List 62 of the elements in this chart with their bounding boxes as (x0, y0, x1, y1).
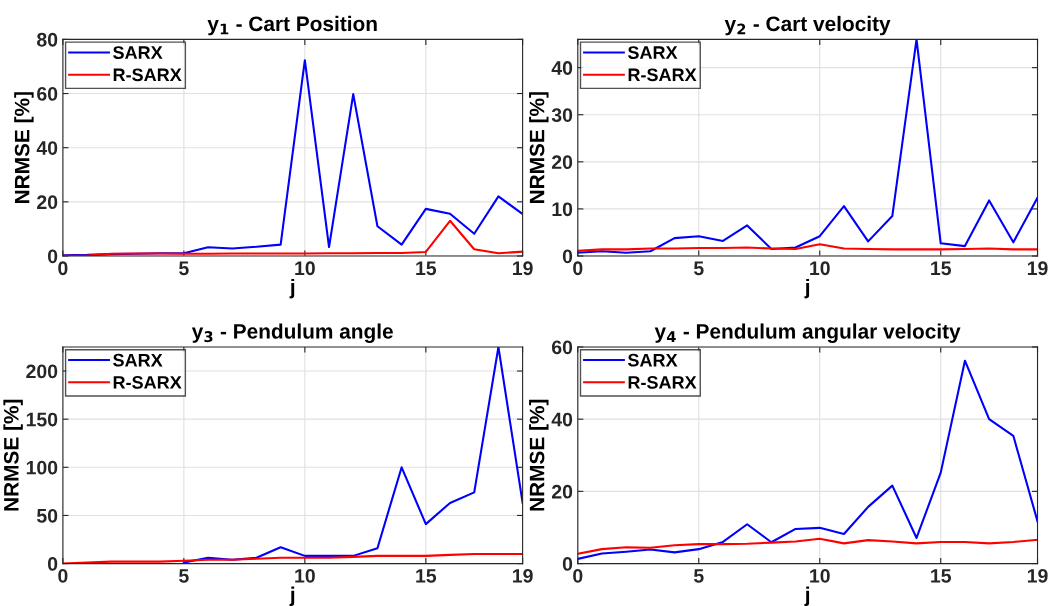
x-tick-label: 15 (416, 261, 437, 276)
x-tick-label: 0 (58, 261, 68, 276)
y-axis-title: NRMSE [%] (3, 399, 23, 511)
x-tick-label: 0 (573, 568, 583, 583)
x-axis-title: j (289, 278, 295, 299)
x-tick-label: 10 (295, 568, 315, 583)
legend-label: R-SARX (113, 68, 182, 82)
y-tick-label: 20 (37, 195, 58, 210)
y-tick-label: 60 (552, 340, 573, 355)
y-tick-label: 10 (552, 202, 573, 217)
line-series (577, 537, 1038, 555)
line-series (577, 243, 1038, 252)
x-tick-label: 10 (810, 261, 830, 276)
y-axis-title: NRMSE [%] (14, 92, 34, 204)
x-tick-label: 5 (179, 261, 189, 276)
y-tick-label: 30 (551, 108, 573, 122)
y-tick-label: 100 (26, 460, 58, 475)
x-tick-label: 15 (931, 261, 952, 276)
legend-label: R-SARX (113, 376, 182, 389)
chart-title: y$_{1}$ - Cart Position (207, 15, 377, 36)
x-tick-label: 10 (295, 261, 315, 276)
y-tick-label: 50 (36, 508, 58, 523)
y-tick-label: 40 (551, 61, 573, 75)
x-axis-title: j (804, 278, 810, 299)
x-tick-label: 0 (58, 568, 68, 583)
line-series (577, 39, 1038, 254)
legend-label: SARX (627, 46, 678, 59)
y-axis-title: NRMSE [%] (529, 92, 549, 204)
x-tick-label: 19 (1027, 261, 1048, 276)
legend-label: R-SARX (628, 68, 697, 82)
x-axis-title: j (289, 586, 295, 606)
y-tick-label: 20 (551, 155, 573, 170)
y-tick-label: 0 (47, 557, 58, 571)
x-tick-label: 10 (810, 568, 830, 583)
x-axis-title: j (804, 586, 810, 606)
y-tick-label: 0 (47, 249, 58, 264)
legend-label: SARX (113, 46, 163, 59)
chart-title: y$_{4}$ - Pendulum angular velocity (654, 323, 961, 343)
x-tick-label: 19 (1027, 568, 1048, 583)
y-tick-label: 80 (37, 32, 58, 47)
y-tick-label: 0 (562, 249, 573, 264)
y-axis-title: NRMSE [%] (529, 399, 549, 511)
y-tick-label: 60 (37, 87, 58, 101)
chart-title: y$_{2}$ - Cart velocity (724, 15, 891, 36)
y-tick-label: 20 (551, 484, 573, 499)
legend-label: SARX (627, 353, 678, 367)
x-tick-label: 15 (931, 569, 952, 583)
y-tick-label: 40 (551, 412, 573, 427)
x-tick-label: 0 (573, 261, 583, 276)
x-tick-label: 19 (513, 261, 533, 276)
x-tick-label: 15 (416, 569, 437, 583)
x-tick-label: 5 (179, 569, 189, 583)
y-tick-label: 40 (36, 141, 58, 155)
y-tick-label: 150 (26, 412, 58, 427)
y-tick-label: 200 (26, 364, 58, 379)
y-tick-label: 0 (562, 557, 573, 571)
x-tick-label: 19 (513, 568, 533, 583)
legend-label: SARX (113, 353, 163, 367)
legend-label: R-SARX (628, 376, 697, 389)
chart-title: y$_{3}$ - Pendulum angle (191, 323, 393, 343)
x-tick-label: 5 (693, 569, 704, 583)
x-tick-label: 5 (693, 261, 704, 276)
